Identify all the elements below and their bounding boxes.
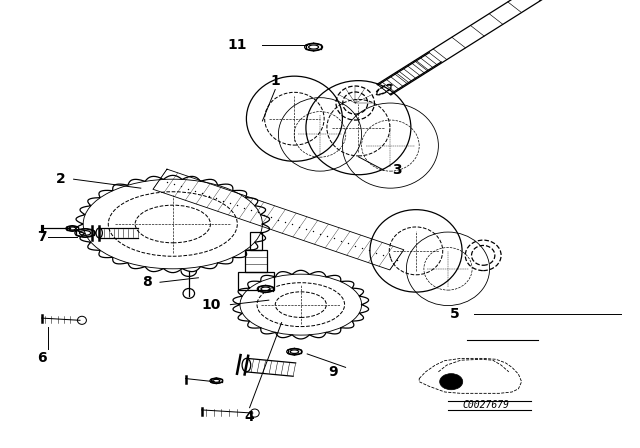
Text: 5: 5 — [449, 306, 460, 321]
Text: 2: 2 — [56, 172, 66, 186]
Bar — [245, 250, 268, 272]
Bar — [239, 272, 274, 290]
Text: C0027679: C0027679 — [463, 401, 510, 410]
Circle shape — [440, 374, 463, 390]
Text: 11: 11 — [227, 38, 246, 52]
Text: 9: 9 — [328, 365, 338, 379]
Text: 1: 1 — [270, 73, 280, 88]
Text: 10: 10 — [202, 297, 221, 312]
Text: 4: 4 — [244, 409, 255, 424]
Text: 6: 6 — [36, 351, 47, 366]
Text: 7: 7 — [36, 230, 47, 245]
Text: 3: 3 — [392, 163, 402, 177]
Text: 8: 8 — [142, 275, 152, 289]
Bar — [250, 232, 262, 250]
